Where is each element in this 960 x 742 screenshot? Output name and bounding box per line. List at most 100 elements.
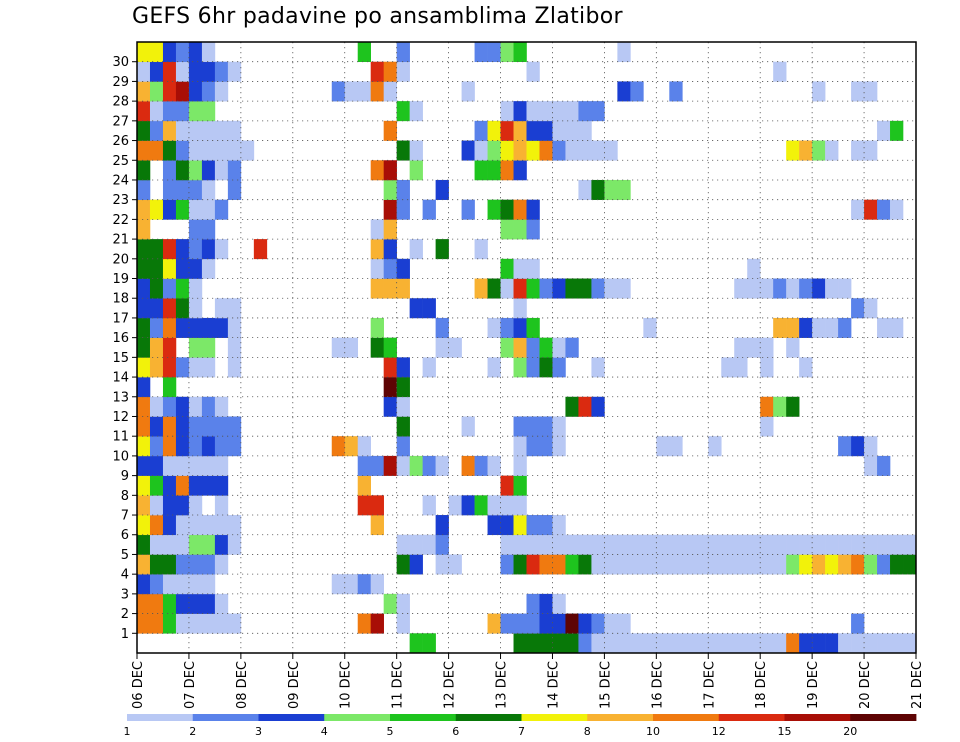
- heatmap-cell: [487, 515, 501, 536]
- y-tick-label: 12: [112, 410, 129, 425]
- heatmap-cell: [825, 534, 839, 555]
- heatmap-cell: [890, 120, 904, 141]
- heatmap-cell: [734, 534, 748, 555]
- heatmap-cell: [526, 61, 540, 82]
- heatmap-cell: [812, 278, 826, 299]
- heatmap-cell: [409, 239, 423, 260]
- heatmap-cell: [175, 436, 190, 457]
- heatmap-cell: [851, 534, 865, 555]
- y-tick-label: 3: [121, 587, 129, 602]
- heatmap-cell: [513, 534, 527, 555]
- heatmap-cell: [578, 140, 592, 161]
- heatmap-cell: [175, 179, 190, 200]
- heatmap-cell: [201, 199, 216, 220]
- heatmap-cell: [539, 278, 553, 299]
- chart-title: GEFS 6hr padavine po ansamblima Zlatibor: [132, 4, 623, 29]
- heatmap-cell: [396, 377, 410, 398]
- heatmap-cell: [643, 633, 657, 654]
- heatmap-cell: [175, 357, 190, 378]
- heatmap-cell: [137, 554, 151, 575]
- y-tick-label: 29: [112, 75, 129, 90]
- heatmap-cell: [825, 278, 839, 299]
- heatmap-cell: [396, 396, 410, 417]
- heatmap-cell: [851, 140, 865, 161]
- heatmap-cell: [565, 278, 579, 299]
- heatmap-cell: [214, 593, 229, 614]
- heatmap-cell: [513, 120, 527, 141]
- heatmap-cell: [578, 554, 592, 575]
- heatmap-cell: [149, 475, 164, 496]
- colorbar-label: 2: [189, 725, 196, 738]
- heatmap-cell: [708, 534, 722, 555]
- heatmap-cell: [760, 357, 774, 378]
- heatmap-cell: [435, 455, 449, 476]
- heatmap-cell: [188, 613, 203, 634]
- heatmap-cell: [734, 278, 748, 299]
- heatmap-cell: [162, 377, 177, 398]
- heatmap-cell: [591, 278, 605, 299]
- heatmap-cell: [669, 633, 683, 654]
- x-tick-label: 12 DEC: [443, 661, 458, 709]
- heatmap-cell: [201, 515, 216, 536]
- heatmap-cell: [162, 554, 177, 575]
- colorbar-label: 3: [255, 725, 262, 738]
- heatmap-cell: [175, 416, 190, 437]
- heatmap-cell: [786, 633, 800, 654]
- heatmap-cell: [799, 357, 813, 378]
- heatmap-cell: [137, 357, 151, 378]
- heatmap-cell: [383, 239, 397, 260]
- colorbar-label: 7: [518, 725, 525, 738]
- heatmap-cell: [370, 337, 384, 358]
- heatmap-cell: [188, 258, 203, 279]
- heatmap-cell: [137, 317, 151, 338]
- heatmap-cell: [137, 416, 151, 437]
- plot-frame: [136, 41, 917, 654]
- heatmap-cell: [565, 554, 579, 575]
- heatmap-cell: [474, 239, 488, 260]
- heatmap-cell: [344, 81, 359, 102]
- heatmap-cell: [864, 554, 878, 575]
- heatmap-cell: [357, 42, 371, 63]
- heatmap-cell: [500, 317, 514, 338]
- heatmap-cell: [578, 120, 592, 141]
- heatmap-cell: [864, 199, 878, 220]
- heatmap-cell: [877, 199, 891, 220]
- heatmap-cell: [175, 574, 190, 595]
- heatmap-cell: [448, 554, 462, 575]
- x-tick-label: 20 DEC: [858, 661, 873, 709]
- heatmap-cell: [162, 436, 177, 457]
- heatmap-cell: [409, 633, 423, 654]
- heatmap-cell: [370, 613, 384, 634]
- heatmap-cell: [734, 554, 748, 575]
- y-tick-label: 18: [112, 292, 129, 307]
- x-tick-label: 14 DEC: [546, 661, 561, 709]
- heatmap-cell: [630, 633, 644, 654]
- x-axis-ticks: 06 DEC 07 DEC 08 DEC 09 DEC 10 DEC 11 DEC 12 D…: [131, 653, 925, 709]
- heatmap-cell: [149, 396, 164, 417]
- heatmap-cell: [383, 61, 397, 82]
- heatmap-cell: [422, 495, 436, 516]
- heatmap-cell: [526, 140, 540, 161]
- heatmap-cell: [214, 298, 229, 319]
- heatmap-cell: [552, 101, 566, 122]
- heatmap-cell: [461, 81, 475, 102]
- heatmap-cell: [396, 593, 410, 614]
- heatmap-cell: [565, 140, 579, 161]
- heatmap-cell: [487, 199, 501, 220]
- heatmap-cell: [539, 436, 553, 457]
- heatmap-cell: [500, 42, 514, 63]
- heatmap-cell: [357, 436, 371, 457]
- heatmap-cell: [656, 633, 670, 654]
- heatmap-cell: [617, 554, 631, 575]
- heatmap-cell: [500, 613, 514, 634]
- heatmap-cell: [370, 258, 384, 279]
- heatmap-cell: [188, 534, 203, 555]
- heatmap-cell: [474, 455, 488, 476]
- heatmap-cell: [552, 278, 566, 299]
- heatmap-cell: [357, 455, 371, 476]
- y-tick-label: 20: [112, 252, 129, 267]
- heatmap-cell: [747, 278, 761, 299]
- y-tick-label: 11: [112, 430, 129, 445]
- heatmap-cell: [201, 239, 216, 260]
- heatmap-cell: [149, 554, 164, 575]
